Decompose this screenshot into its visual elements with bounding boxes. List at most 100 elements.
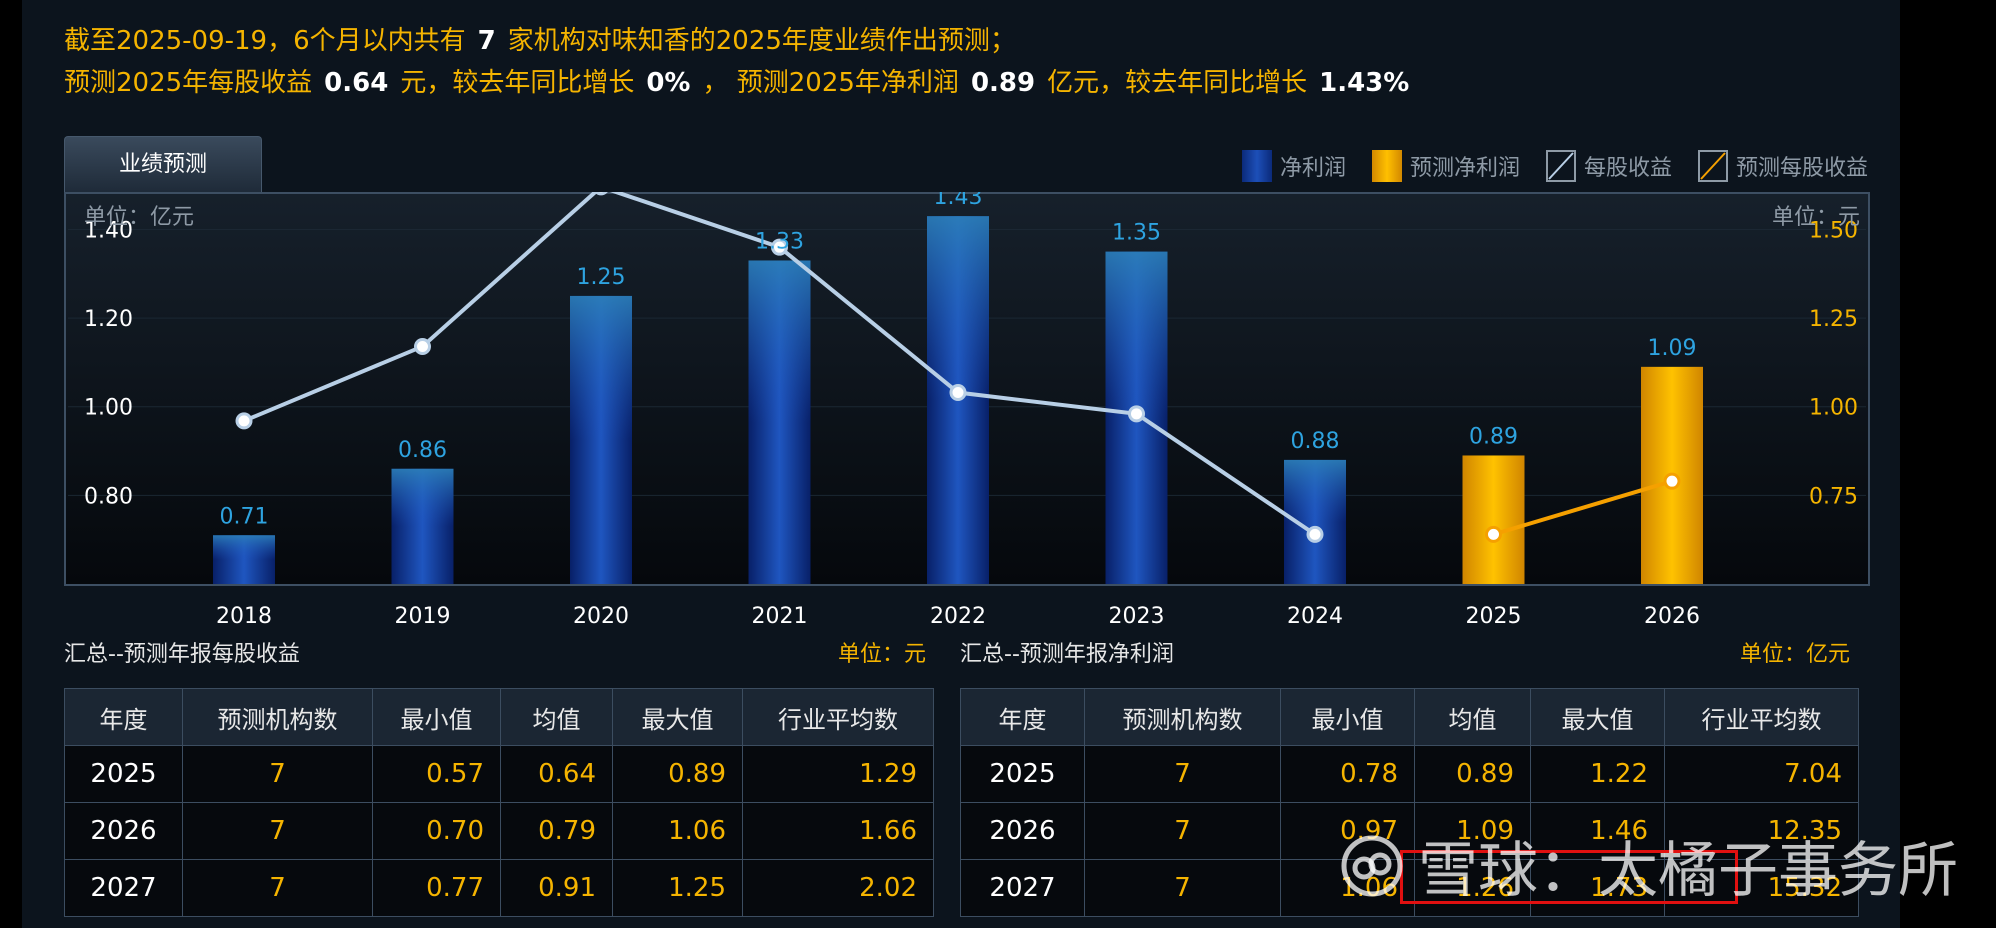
right-tick-label: 1.50	[1809, 218, 1858, 243]
summary-prefix: 截至2025-09-19，6个月以内共有	[64, 26, 466, 56]
net-profit-swatch	[1241, 150, 1272, 182]
mean-cell: 0.64	[500, 745, 613, 803]
legend-label: 净利润	[1279, 156, 1346, 181]
bar-value-label: 0.88	[1291, 429, 1340, 454]
count-cell: 7	[182, 802, 373, 860]
count-cell: 7	[1084, 859, 1281, 917]
year-cell: 2026	[960, 802, 1085, 860]
header-cell: 年度	[960, 688, 1085, 746]
industry-avg-cell: 12.35	[1664, 802, 1859, 860]
left-tick-label: 0.80	[84, 484, 133, 509]
forecast-chart: 1.40 1.20 1.00 0.80 1.50 1.25 1.00 0.75 0.71 0.86…	[64, 192, 1870, 629]
bar-highlight	[748, 260, 811, 584]
max-cell: 1.73	[1530, 859, 1665, 917]
tab-forecast[interactable]: 业绩预测	[64, 136, 262, 193]
eps-label: 预测2025年每股收益	[64, 68, 313, 98]
forecast-eps-line	[1492, 479, 1673, 537]
table-row: 2027 7 1.06 1.26 1.73 15.32	[960, 859, 1859, 917]
left-tick-label: 1.40	[84, 218, 133, 243]
table-row: 2025 7 0.78 0.89 1.22 7.04	[960, 745, 1859, 803]
eps-line-swatch	[1545, 150, 1576, 182]
bar-highlight	[391, 468, 454, 584]
x-tick-label: 2021	[752, 604, 808, 629]
eps-value: 0.64	[324, 68, 389, 98]
header-cell: 最小值	[1280, 688, 1415, 746]
legend-label: 每股收益	[1583, 156, 1672, 181]
legend-item-forecast-eps[interactable]: 预测每股收益	[1697, 150, 1868, 182]
forecast-eps-point	[1663, 472, 1681, 490]
year-cell: 2026	[64, 802, 183, 860]
profit-table-title: 汇总--预测年报净利润	[960, 642, 1174, 667]
eps-point	[1128, 405, 1145, 423]
x-tick-label: 2025	[1466, 604, 1522, 629]
profit-table-unit: 单位：亿元	[1740, 642, 1851, 667]
industry-avg-cell: 1.29	[742, 745, 934, 803]
min-cell: 0.78	[1280, 745, 1415, 803]
header-cell: 均值	[500, 688, 613, 746]
x-tick-label: 2019	[395, 604, 451, 629]
year-cell: 2027	[64, 859, 183, 917]
eps-point	[594, 192, 608, 196]
year-cell: 2025	[960, 745, 1085, 803]
profit-growth: 1.43%	[1319, 68, 1410, 98]
right-tick-label: 1.25	[1809, 307, 1858, 332]
profit-growth-label: 亿元，较去年同比增长	[1047, 68, 1308, 98]
table-row: 2027 7 0.77 0.91 1.25 2.02	[64, 859, 934, 917]
xueqiu-logo-icon	[1341, 835, 1403, 896]
left-tick-label: 1.00	[84, 396, 133, 421]
bar-value-label: 1.43	[934, 192, 983, 210]
industry-avg-cell: 15.32	[1664, 859, 1859, 917]
bar-value-label: 0.71	[220, 504, 269, 529]
watermark-text: 雪球：太橘子事务所	[1418, 836, 1958, 906]
header-cell: 行业平均数	[1664, 688, 1859, 746]
mean-cell: 1.26	[1414, 859, 1531, 917]
watermark: 雪球：太橘子事务所	[1340, 822, 1958, 909]
profit-table: 年度 预测机构数 最小值 均值 最大值 行业平均数 2025 7 0.78 0.…	[960, 688, 1859, 917]
header-cell: 最大值	[612, 688, 743, 746]
industry-avg-cell: 7.04	[1664, 745, 1859, 803]
legend-item-forecast-profit[interactable]: 预测净利润	[1371, 150, 1520, 182]
header-cell: 行业平均数	[742, 688, 934, 746]
mean-cell: 0.79	[500, 802, 613, 860]
summary-suffix: 家机构对味知香的2025年度业绩作出预测；	[507, 26, 1016, 56]
legend-label: 预测每股收益	[1735, 156, 1868, 181]
eps-growth: 0%	[646, 68, 691, 98]
min-cell: 0.57	[372, 745, 501, 803]
count-cell: 7	[1084, 802, 1281, 860]
count-cell: 7	[182, 859, 373, 917]
eps-point	[949, 384, 967, 402]
bar-value-label: 0.86	[398, 438, 447, 463]
year-cell: 2025	[64, 745, 183, 803]
table-header-row: 年度 预测机构数 最小值 均值 最大值 行业平均数	[960, 688, 1859, 746]
table-header-row: 年度 预测机构数 最小值 均值 最大值 行业平均数	[64, 688, 934, 746]
bar-value-label: 0.89	[1469, 424, 1518, 449]
profit-label: ， 预测2025年净利润	[702, 68, 959, 98]
max-cell: 1.25	[612, 859, 743, 917]
summary-line-2: 预测2025年每股收益 0.64 元，较去年同比增长 0% ， 预测2025年净利润 0.…	[64, 62, 1421, 99]
count-cell: 7	[1084, 745, 1281, 803]
legend-item-net-profit[interactable]: 净利润	[1241, 150, 1346, 182]
bar-value-label: 1.33	[755, 229, 804, 254]
chart-legend: 净利润 预测净利润 每股收益 预测每股收益	[1241, 150, 1868, 182]
header-cell: 预测机构数	[1084, 688, 1281, 746]
year-cell: 2027	[960, 859, 1085, 917]
profit-value: 0.89	[970, 68, 1036, 98]
bar-value-label: 1.09	[1648, 336, 1697, 361]
mean-cell: 0.91	[500, 859, 613, 917]
summary-line-1: 截至2025-09-19，6个月以内共有 7 家机构对味知香的2025年度业绩作出预…	[64, 20, 1016, 57]
forecast-eps-line-swatch	[1697, 150, 1728, 182]
right-tick-label: 0.75	[1809, 484, 1858, 509]
x-tick-label: 2022	[930, 604, 986, 629]
eps-point	[235, 412, 253, 430]
header-cell: 最小值	[372, 688, 501, 746]
right-unit-label: 单位：元	[1772, 205, 1860, 230]
max-cell: 1.22	[1530, 745, 1665, 803]
x-tick-label: 2020	[573, 604, 629, 629]
table-row: 2026 7 0.70 0.79 1.06 1.66	[64, 802, 934, 860]
x-tick-label: 2018	[216, 604, 272, 629]
header-cell: 预测机构数	[182, 688, 373, 746]
legend-item-eps[interactable]: 每股收益	[1545, 150, 1672, 182]
table-row: 2025 7 0.57 0.64 0.89 1.29	[64, 745, 934, 803]
left-tick-label: 1.20	[84, 307, 133, 332]
mean-cell: 0.89	[1414, 745, 1531, 803]
